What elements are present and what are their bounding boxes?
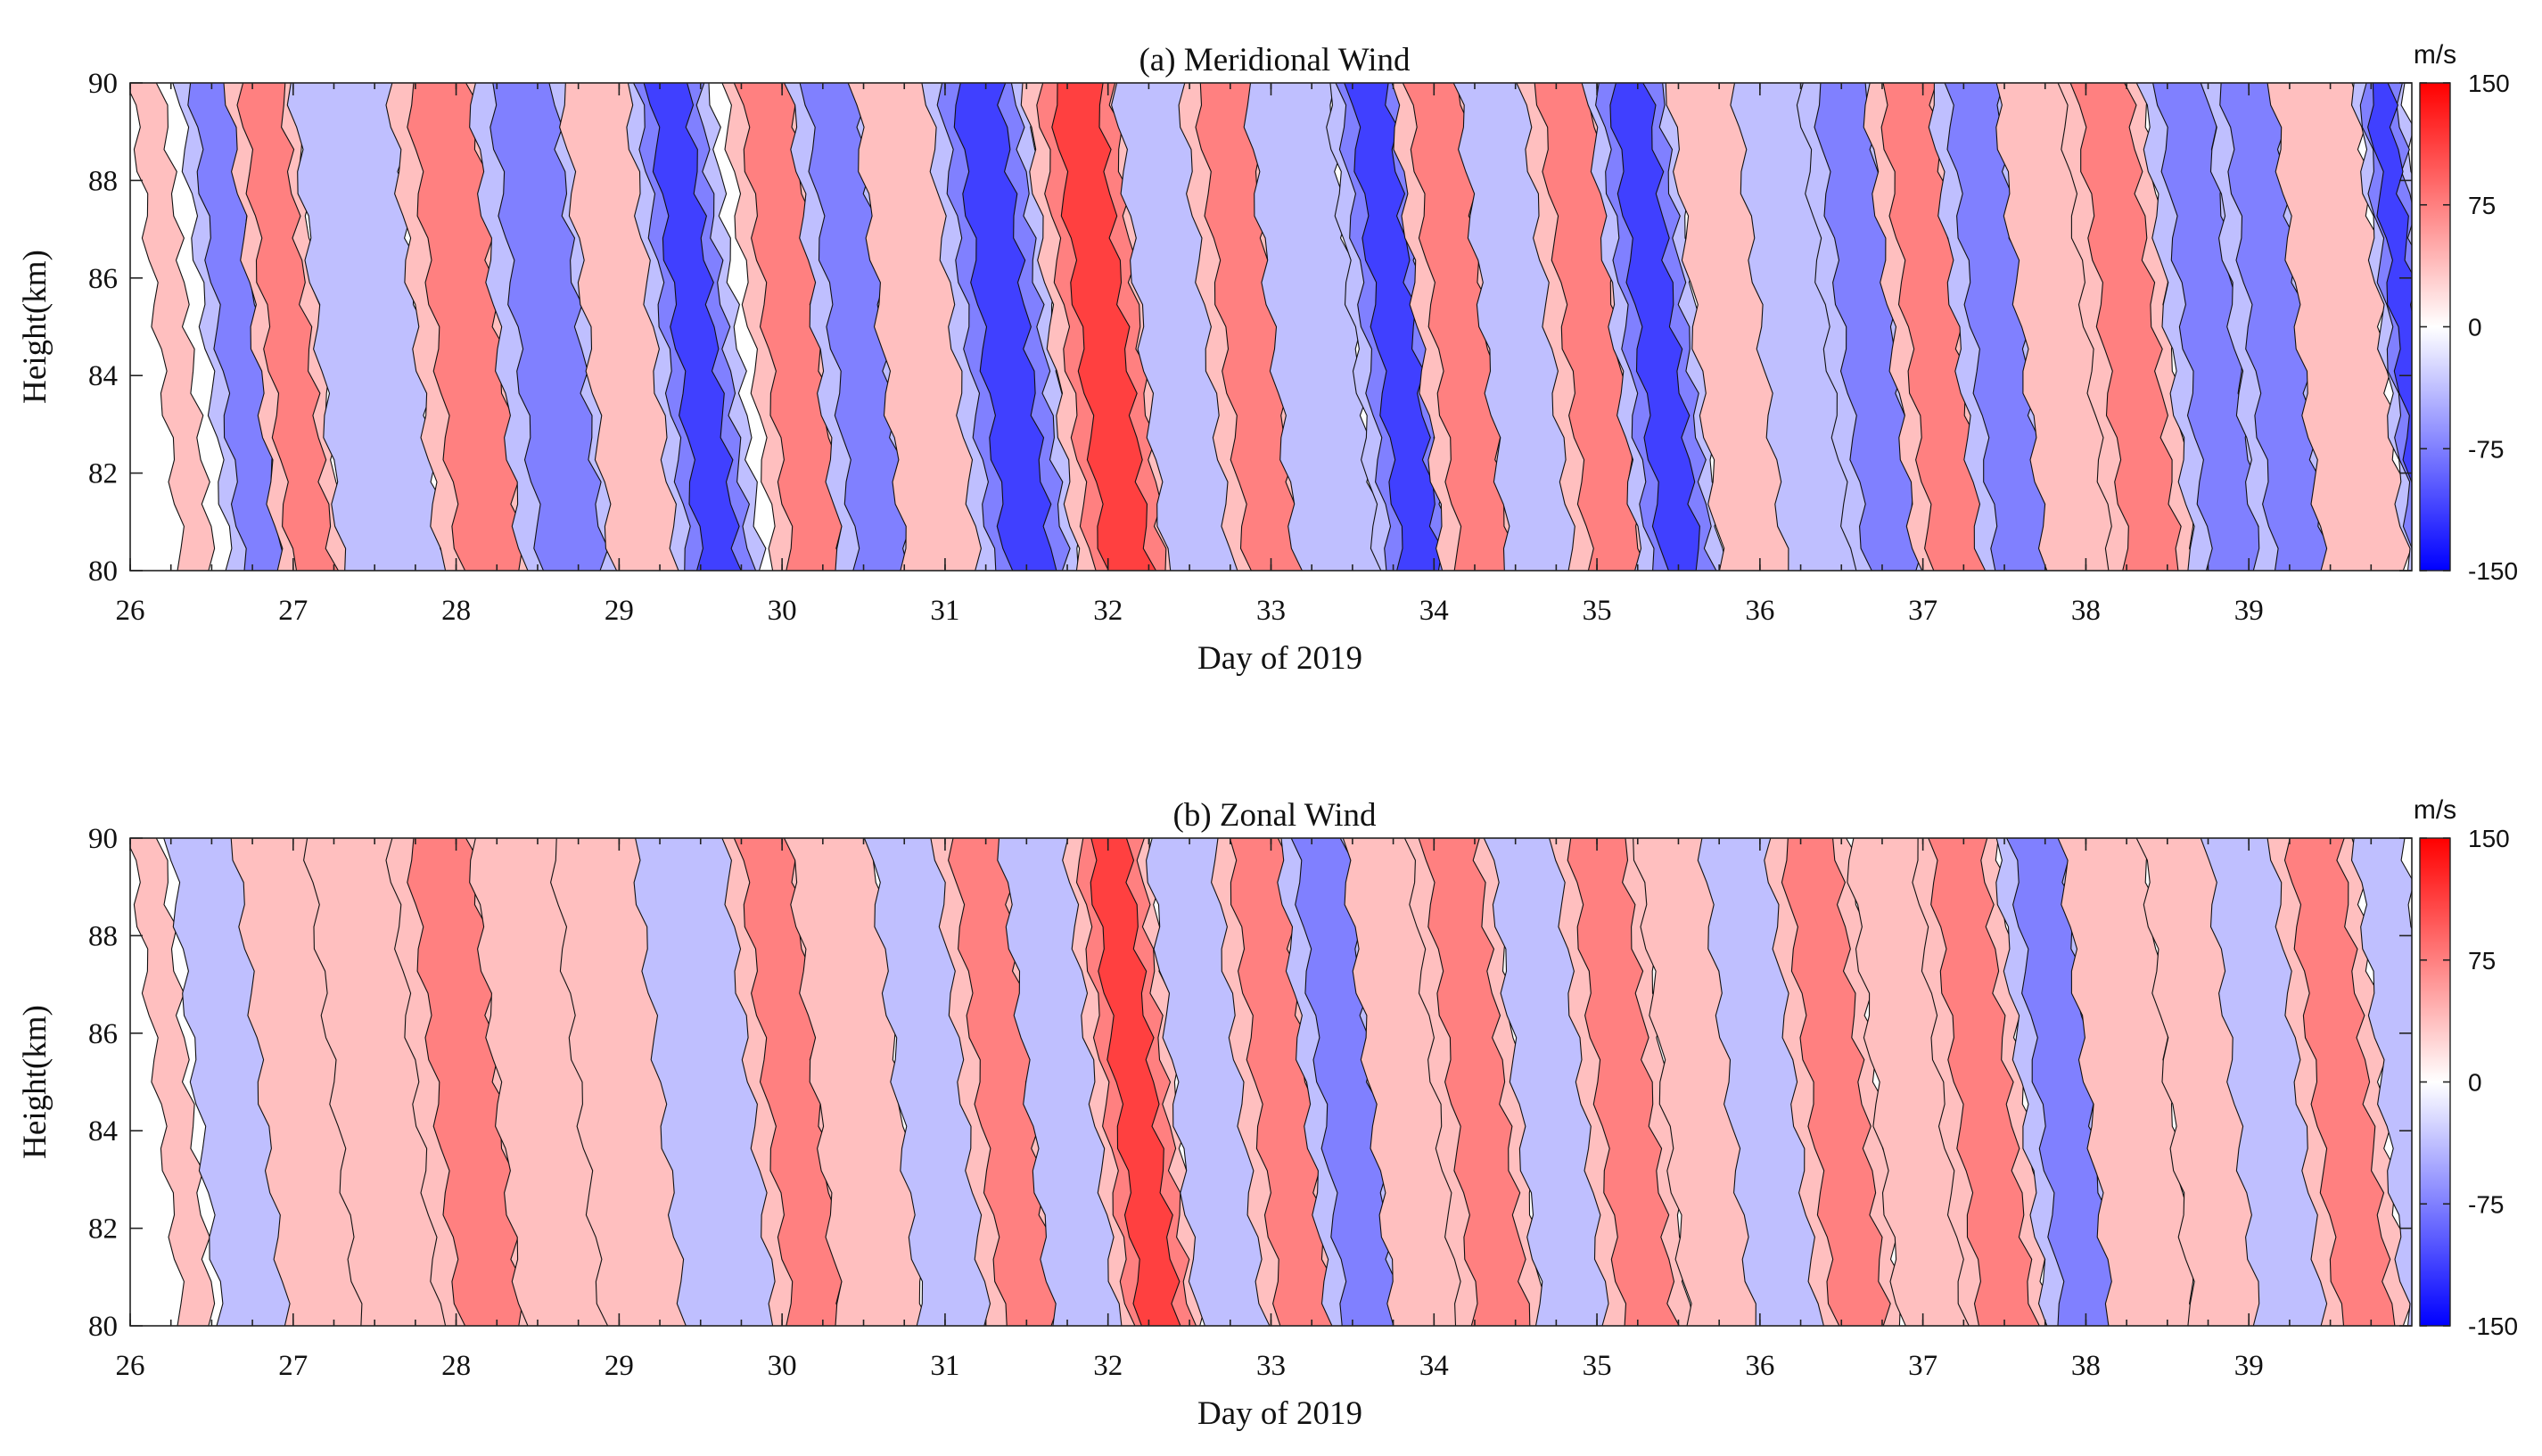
x-tick-label: 35 bbox=[1583, 1350, 1612, 1382]
wind-band bbox=[2069, 83, 2182, 571]
y-axis-label: Height(km) bbox=[17, 250, 53, 404]
x-tick-label: 39 bbox=[2234, 1350, 2264, 1382]
colorbar-unit: m/s bbox=[2414, 795, 2456, 825]
x-tick-label: 34 bbox=[1419, 595, 1449, 627]
y-tick-label: 80 bbox=[88, 555, 118, 588]
y-tick-label: 82 bbox=[88, 1213, 118, 1246]
x-tick-label: 36 bbox=[1745, 1350, 1774, 1382]
y-tick-label: 86 bbox=[88, 1018, 118, 1050]
x-tick-label: 37 bbox=[1908, 1350, 1937, 1382]
wind-band bbox=[1344, 83, 1444, 571]
colorbar-tick-label: -75 bbox=[2468, 1190, 2504, 1218]
colorbar-tick-label: -150 bbox=[2468, 1312, 2518, 1340]
panel-title: (a) Meridional Wind bbox=[1139, 42, 1411, 78]
wind-band bbox=[1567, 838, 1680, 1326]
y-tick-label: 84 bbox=[88, 1115, 118, 1148]
x-tick-label: 33 bbox=[1256, 595, 1286, 627]
x-tick-label: 39 bbox=[2234, 595, 2264, 627]
x-axis-label: Day of 2019 bbox=[1197, 640, 1362, 677]
y-tick-label: 88 bbox=[88, 165, 118, 197]
wind-band bbox=[489, 83, 609, 571]
y-tick-label: 80 bbox=[88, 1311, 118, 1343]
panel-title: (b) Zonal Wind bbox=[1173, 797, 1377, 834]
x-tick-label: 27 bbox=[278, 595, 308, 627]
x-tick-label: 29 bbox=[605, 1350, 634, 1382]
y-tick-label: 88 bbox=[88, 920, 118, 952]
wind-band bbox=[953, 83, 1057, 571]
wind-band bbox=[1090, 838, 1181, 1326]
wind-band bbox=[2367, 83, 2412, 484]
contour-field bbox=[130, 838, 2412, 1326]
y-tick-label: 86 bbox=[88, 263, 118, 295]
x-tick-label: 32 bbox=[1093, 595, 1123, 627]
x-tick-label: 38 bbox=[2071, 1350, 2101, 1382]
x-tick-label: 31 bbox=[930, 595, 959, 627]
panel-meridional: (a) Meridional Wind 26 27 28 29 30 31 32 33 34 35 3… bbox=[17, 40, 2518, 677]
y-tick-label: 90 bbox=[88, 68, 118, 100]
panel-zonal: (b) Zonal Wind 26 27 28 29 30 31 32 33 34 35 36 37 38… bbox=[17, 795, 2518, 1432]
colorbar-tick-label: -150 bbox=[2468, 557, 2518, 585]
x-tick-label: 31 bbox=[930, 1350, 959, 1382]
x-tick-label: 29 bbox=[605, 595, 634, 627]
wind-band bbox=[2350, 838, 2412, 1326]
x-tick-label: 37 bbox=[1908, 595, 1937, 627]
x-tick-label: 28 bbox=[441, 1350, 471, 1382]
wind-band bbox=[1609, 83, 1700, 571]
wind-band bbox=[643, 83, 742, 571]
colorbar: 150 75 0 -75 -150 m/s bbox=[2414, 40, 2518, 585]
x-tick-label: 27 bbox=[278, 1350, 308, 1382]
wind-band bbox=[2283, 838, 2396, 1326]
wind-band bbox=[130, 838, 216, 1326]
wind-band bbox=[1051, 83, 1157, 571]
x-tick-label: 26 bbox=[116, 1350, 145, 1382]
colorbar-tick-label: -75 bbox=[2468, 435, 2504, 463]
x-axis-label: Day of 2019 bbox=[1197, 1395, 1362, 1432]
wind-band bbox=[286, 83, 452, 571]
wind-band bbox=[1781, 838, 1891, 1326]
contour-field bbox=[130, 83, 2412, 571]
x-tick-label: 34 bbox=[1419, 1350, 1449, 1382]
x-tick-label: 26 bbox=[116, 595, 145, 627]
wind-band bbox=[130, 83, 216, 571]
colorbar-tick-label: 0 bbox=[2468, 1069, 2482, 1097]
y-tick-label: 84 bbox=[88, 360, 118, 392]
y-axis-label: Height(km) bbox=[17, 1005, 53, 1159]
colorbar-tick-label: 75 bbox=[2468, 192, 2496, 219]
x-tick-label: 30 bbox=[768, 595, 797, 627]
wind-band bbox=[236, 83, 340, 571]
x-tick-label: 32 bbox=[1093, 1350, 1123, 1382]
colorbar-unit: m/s bbox=[2414, 40, 2456, 70]
x-tick-label: 35 bbox=[1583, 595, 1612, 627]
wind-band bbox=[1928, 838, 2040, 1326]
x-tick-label: 38 bbox=[2071, 595, 2101, 627]
y-tick-label: 82 bbox=[88, 458, 118, 490]
x-tick-label: 36 bbox=[1745, 595, 1774, 627]
wind-band bbox=[1418, 838, 1531, 1326]
colorbar-tick-label: 150 bbox=[2468, 70, 2510, 97]
x-tick-label: 28 bbox=[441, 595, 471, 627]
colorbar-tick-label: 150 bbox=[2468, 825, 2510, 852]
y-tick-label: 90 bbox=[88, 823, 118, 855]
colorbar: 150 75 0 -75 -150 m/s bbox=[2414, 795, 2518, 1340]
colorbar-tick-label: 75 bbox=[2468, 947, 2496, 975]
x-tick-label: 30 bbox=[768, 1350, 797, 1382]
colorbar-tick-label: 0 bbox=[2468, 314, 2482, 341]
x-tick-label: 33 bbox=[1256, 1350, 1286, 1382]
